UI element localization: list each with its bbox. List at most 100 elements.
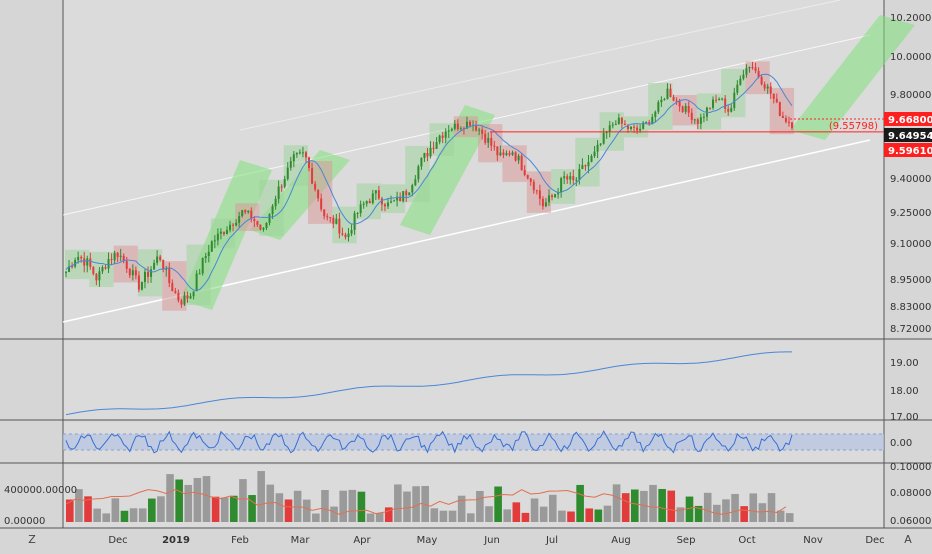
indicator-pane-1[interactable]: [63, 341, 884, 419]
candle-body: [219, 231, 222, 234]
candle-body: [465, 121, 468, 129]
indicator-1-tick: 18.00: [890, 386, 919, 397]
volume-bar: [512, 502, 521, 522]
candle-body: [186, 295, 189, 299]
candle-body: [608, 125, 611, 132]
moving-average-line: [65, 73, 793, 292]
candle-body: [453, 123, 456, 129]
channel-shape: [790, 15, 915, 140]
candle-body: [724, 98, 727, 109]
candle-body: [128, 268, 131, 276]
volume-bar: [248, 495, 256, 522]
candle-body: [153, 262, 156, 270]
candle-body: [295, 152, 298, 155]
indicator-1-tick: 19.00: [890, 358, 919, 369]
candle-body: [189, 296, 192, 299]
candle-body: [383, 204, 386, 207]
candle-body: [778, 102, 781, 117]
candle-body: [393, 200, 396, 202]
candle-body: [763, 84, 766, 89]
candle-body: [575, 179, 578, 181]
volume-bar: [138, 508, 147, 522]
candle-body: [660, 99, 663, 103]
candle-body: [232, 224, 235, 226]
candle-body: [529, 178, 532, 182]
candle-body: [675, 100, 678, 102]
volume-bar: [703, 492, 712, 522]
candle-body: [183, 295, 186, 305]
volume-bar: [776, 510, 785, 522]
corner-label-right[interactable]: A: [904, 533, 912, 546]
candle-body: [560, 178, 563, 193]
candle-body: [636, 127, 639, 131]
volume-bar: [558, 510, 566, 522]
volume-bar: [175, 479, 183, 522]
volume-bar: [603, 505, 612, 522]
volume-bar: [457, 495, 466, 522]
time-tick-label: Jun: [483, 535, 500, 546]
candle-body: [651, 117, 654, 125]
price-label-box: [884, 112, 932, 126]
volume-bar: [93, 508, 101, 522]
candle-body: [505, 153, 508, 155]
candle-body: [745, 68, 748, 75]
indicator-1-line: [65, 351, 792, 416]
candle-body: [235, 222, 238, 226]
volume-bar: [567, 511, 575, 522]
volume-bar: [658, 488, 666, 522]
candle-body: [666, 88, 669, 100]
candle-body: [687, 105, 690, 113]
volume-bar: [257, 471, 265, 522]
candle-body: [380, 198, 383, 205]
candle-body: [65, 271, 67, 273]
time-tick-label: Nov: [803, 535, 823, 546]
price-tick-label: 8.95000: [890, 275, 931, 286]
candle-body: [757, 70, 760, 78]
candle-body: [432, 147, 435, 149]
candle-body: [265, 222, 268, 229]
candle-body: [95, 273, 98, 281]
candle-body: [493, 145, 496, 147]
corner-label-left[interactable]: Z: [28, 533, 36, 546]
price-tick-label: 9.40000: [890, 174, 931, 185]
candle-body: [417, 166, 420, 180]
volume-left-tick: 0.00000: [4, 516, 45, 527]
candle-body: [292, 154, 295, 162]
candle-body: [626, 125, 629, 129]
candle-body: [411, 185, 414, 193]
candle-body: [101, 267, 104, 272]
candle-body: [283, 179, 286, 187]
candle-body: [408, 192, 411, 196]
price-label-text: 9.59610: [888, 146, 932, 157]
volume-bar: [530, 498, 539, 522]
level-inline-label: (9.55798): [829, 121, 878, 132]
candle-body: [350, 229, 353, 234]
candle-body: [581, 165, 584, 170]
volume-bar: [521, 512, 530, 522]
candle-body: [490, 138, 493, 146]
candle-body: [766, 86, 769, 89]
candle-body: [769, 86, 772, 94]
volume-bar: [612, 484, 621, 522]
candle-body: [772, 93, 775, 99]
indicator-1-axis: 19.00 18.00 17.00: [890, 358, 919, 423]
candle-body: [578, 169, 581, 180]
candle-body: [89, 258, 92, 267]
time-axis[interactable]: Dec 2019 Feb Mar Apr May Jun Jul Aug Sep Oct Nov Dec: [108, 535, 884, 546]
volume-bar: [202, 476, 211, 522]
volume-bar: [685, 496, 694, 522]
candle-body: [630, 126, 633, 129]
range-box: [332, 206, 357, 244]
candle-body: [77, 256, 80, 261]
volume-right-tick: 0.08000: [890, 488, 931, 499]
volume-bar: [375, 512, 384, 522]
candle-body: [791, 122, 793, 128]
volume-bar: [321, 490, 329, 522]
candle-body: [478, 129, 481, 131]
candle-body: [286, 167, 289, 180]
candle-body: [174, 291, 177, 293]
volume-bar: [102, 513, 111, 522]
price-label-box: [884, 128, 932, 142]
candle-body: [587, 161, 590, 167]
